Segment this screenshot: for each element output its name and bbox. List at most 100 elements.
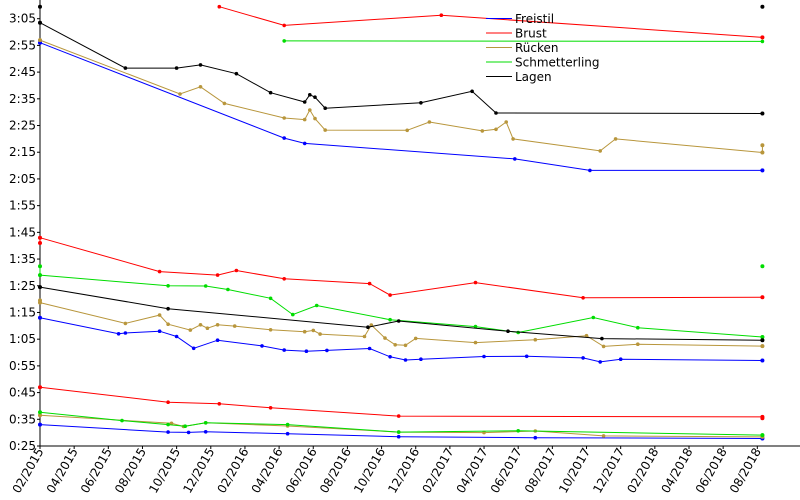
data-point xyxy=(166,306,170,311)
series-line xyxy=(219,6,763,38)
x-tick-label: 04/2018 xyxy=(659,446,696,496)
data-point xyxy=(232,324,237,328)
data-point xyxy=(174,334,179,339)
data-point xyxy=(234,268,239,273)
x-tick-label: 04/2017 xyxy=(454,446,491,496)
data-point xyxy=(302,117,307,122)
edge-markers-schmetterling xyxy=(38,264,42,415)
data-point xyxy=(636,325,640,330)
data-point xyxy=(396,434,401,439)
data-point xyxy=(285,422,290,427)
edge-point xyxy=(760,344,765,349)
data-point xyxy=(388,293,392,297)
data-point xyxy=(494,127,498,132)
data-point xyxy=(393,343,398,347)
edge-point xyxy=(38,315,42,320)
legend-item-schmetterling: Schmetterling xyxy=(486,56,600,70)
edge-point xyxy=(760,35,765,40)
edge-point xyxy=(760,4,765,9)
data-point xyxy=(323,106,328,110)
data-point xyxy=(166,400,170,405)
data-point xyxy=(282,23,287,28)
edge-markers-brust xyxy=(760,35,765,421)
y-tick-label: 2:15 xyxy=(9,145,36,159)
data-point xyxy=(302,329,307,334)
y-tick-label: 0:55 xyxy=(9,359,36,373)
x-tick-label: 06/2018 xyxy=(693,446,730,496)
data-point xyxy=(533,435,538,440)
x-tick-label: 12/2017 xyxy=(590,446,627,496)
data-point xyxy=(506,329,510,334)
data-point xyxy=(313,116,317,121)
y-tick-label: 2:05 xyxy=(9,172,36,186)
y-tick-label: 2:35 xyxy=(9,92,36,106)
edge-point xyxy=(760,168,765,173)
edge-point xyxy=(760,264,765,269)
edge-point xyxy=(38,385,42,390)
series-line xyxy=(39,274,763,338)
data-point xyxy=(482,354,486,359)
data-point xyxy=(504,120,509,124)
edge-point xyxy=(38,413,42,418)
series-layer xyxy=(38,4,765,441)
data-point xyxy=(598,149,602,153)
x-tick-label: 02/2016 xyxy=(214,446,251,496)
data-point xyxy=(419,357,423,362)
data-point xyxy=(174,66,179,70)
data-point xyxy=(123,331,128,335)
data-point xyxy=(511,137,515,141)
edge-markers-rucken xyxy=(760,143,765,439)
data-point xyxy=(203,421,208,425)
x-tick-label: 04/2016 xyxy=(249,446,286,496)
data-point xyxy=(383,336,387,340)
y-axis-ticks: 0:25 0:35 0:45 0:55 1:05 1:15 1:25 1:35 1:45 1:55… xyxy=(9,12,40,453)
y-tick-label: 0:35 xyxy=(9,412,36,426)
plot-frame xyxy=(39,0,800,447)
edge-point xyxy=(760,295,765,300)
data-point xyxy=(396,414,401,418)
series-line xyxy=(39,237,763,299)
data-point xyxy=(120,418,124,423)
y-tick-label: 2:45 xyxy=(9,65,36,79)
data-point xyxy=(362,334,367,339)
data-point xyxy=(427,120,432,124)
y-tick-label: 0:45 xyxy=(9,386,36,400)
x-tick-label: 02/2015 xyxy=(10,446,47,496)
data-point xyxy=(205,326,210,331)
series-line xyxy=(39,424,763,439)
data-point xyxy=(308,93,312,97)
x-tick-label: 06/2016 xyxy=(283,446,320,496)
edge-point xyxy=(38,38,42,43)
data-point xyxy=(581,296,585,300)
y-tick-label: 1:55 xyxy=(9,199,36,213)
data-point xyxy=(302,141,307,146)
data-point xyxy=(480,129,485,133)
edge-markers-lagen xyxy=(760,4,765,343)
series-line xyxy=(39,39,763,153)
data-point xyxy=(268,90,273,95)
data-point xyxy=(166,430,170,434)
edge-point xyxy=(38,410,42,415)
legend-item-rucken: Rücken xyxy=(486,41,559,55)
edge-point xyxy=(760,335,765,339)
data-point xyxy=(308,108,312,112)
data-point xyxy=(516,429,520,433)
edge-point xyxy=(760,358,765,363)
data-point xyxy=(282,348,287,352)
data-point xyxy=(470,89,474,94)
data-point xyxy=(367,281,372,286)
series-line xyxy=(39,42,763,171)
data-point xyxy=(169,421,174,426)
x-tick-label: 12/2016 xyxy=(385,446,422,496)
x-tick-label: 02/2017 xyxy=(419,446,456,496)
data-point xyxy=(203,430,208,434)
data-point xyxy=(215,273,220,277)
edge-markers-freistil xyxy=(760,168,765,441)
y-tick-label: 1:15 xyxy=(9,305,36,319)
data-point xyxy=(524,354,529,359)
data-point xyxy=(366,325,370,330)
legend-item-freistil: Freistil xyxy=(486,12,554,26)
data-point xyxy=(584,333,589,338)
data-point xyxy=(405,128,410,133)
